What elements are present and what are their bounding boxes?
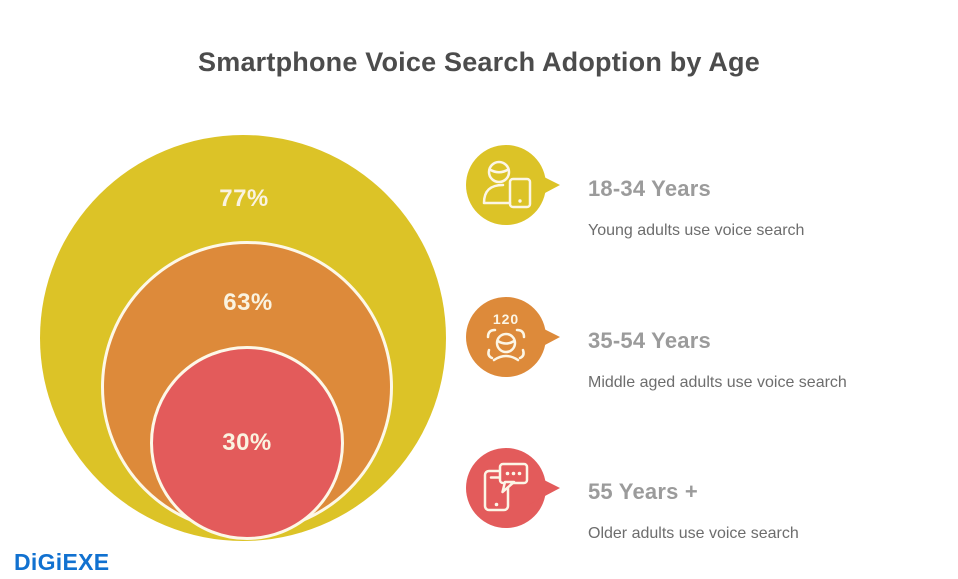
person-with-tablet-icon (466, 145, 560, 225)
digiexe-logo: DiGiEXE (14, 549, 110, 575)
legend-description: Young adults use voice search (588, 222, 805, 239)
legend-heading: 35-54 Years (588, 328, 711, 353)
legend: 18-34 Years Young adults use voice searc… (466, 0, 916, 579)
face-scan-icon: 120 (466, 297, 560, 377)
circle-55-plus (150, 346, 344, 540)
legend-description: Older adults use voice search (588, 525, 799, 542)
legend-description: Middle aged adults use voice search (588, 374, 847, 391)
svg-text:120: 120 (493, 311, 519, 327)
legend-item-55-plus: 55 Years + Older adults use voice search (466, 448, 916, 560)
legend-heading: 18-34 Years (588, 176, 711, 201)
value-label-18-34: 77% (219, 185, 269, 212)
value-label-55-plus: 30% (222, 429, 272, 456)
legend-item-35-54: 120 35-54 Years Middle aged adults use v… (466, 297, 916, 409)
value-label-35-54: 63% (223, 289, 273, 316)
legend-item-18-34: 18-34 Years Young adults use voice searc… (466, 145, 916, 257)
legend-heading: 55 Years + (588, 479, 698, 504)
nested-circles-chart: 77% 63% 30% (38, 133, 462, 549)
chart-title: Smartphone Voice Search Adoption by Age (198, 47, 760, 77)
phone-chat-bubble-icon (466, 448, 560, 528)
